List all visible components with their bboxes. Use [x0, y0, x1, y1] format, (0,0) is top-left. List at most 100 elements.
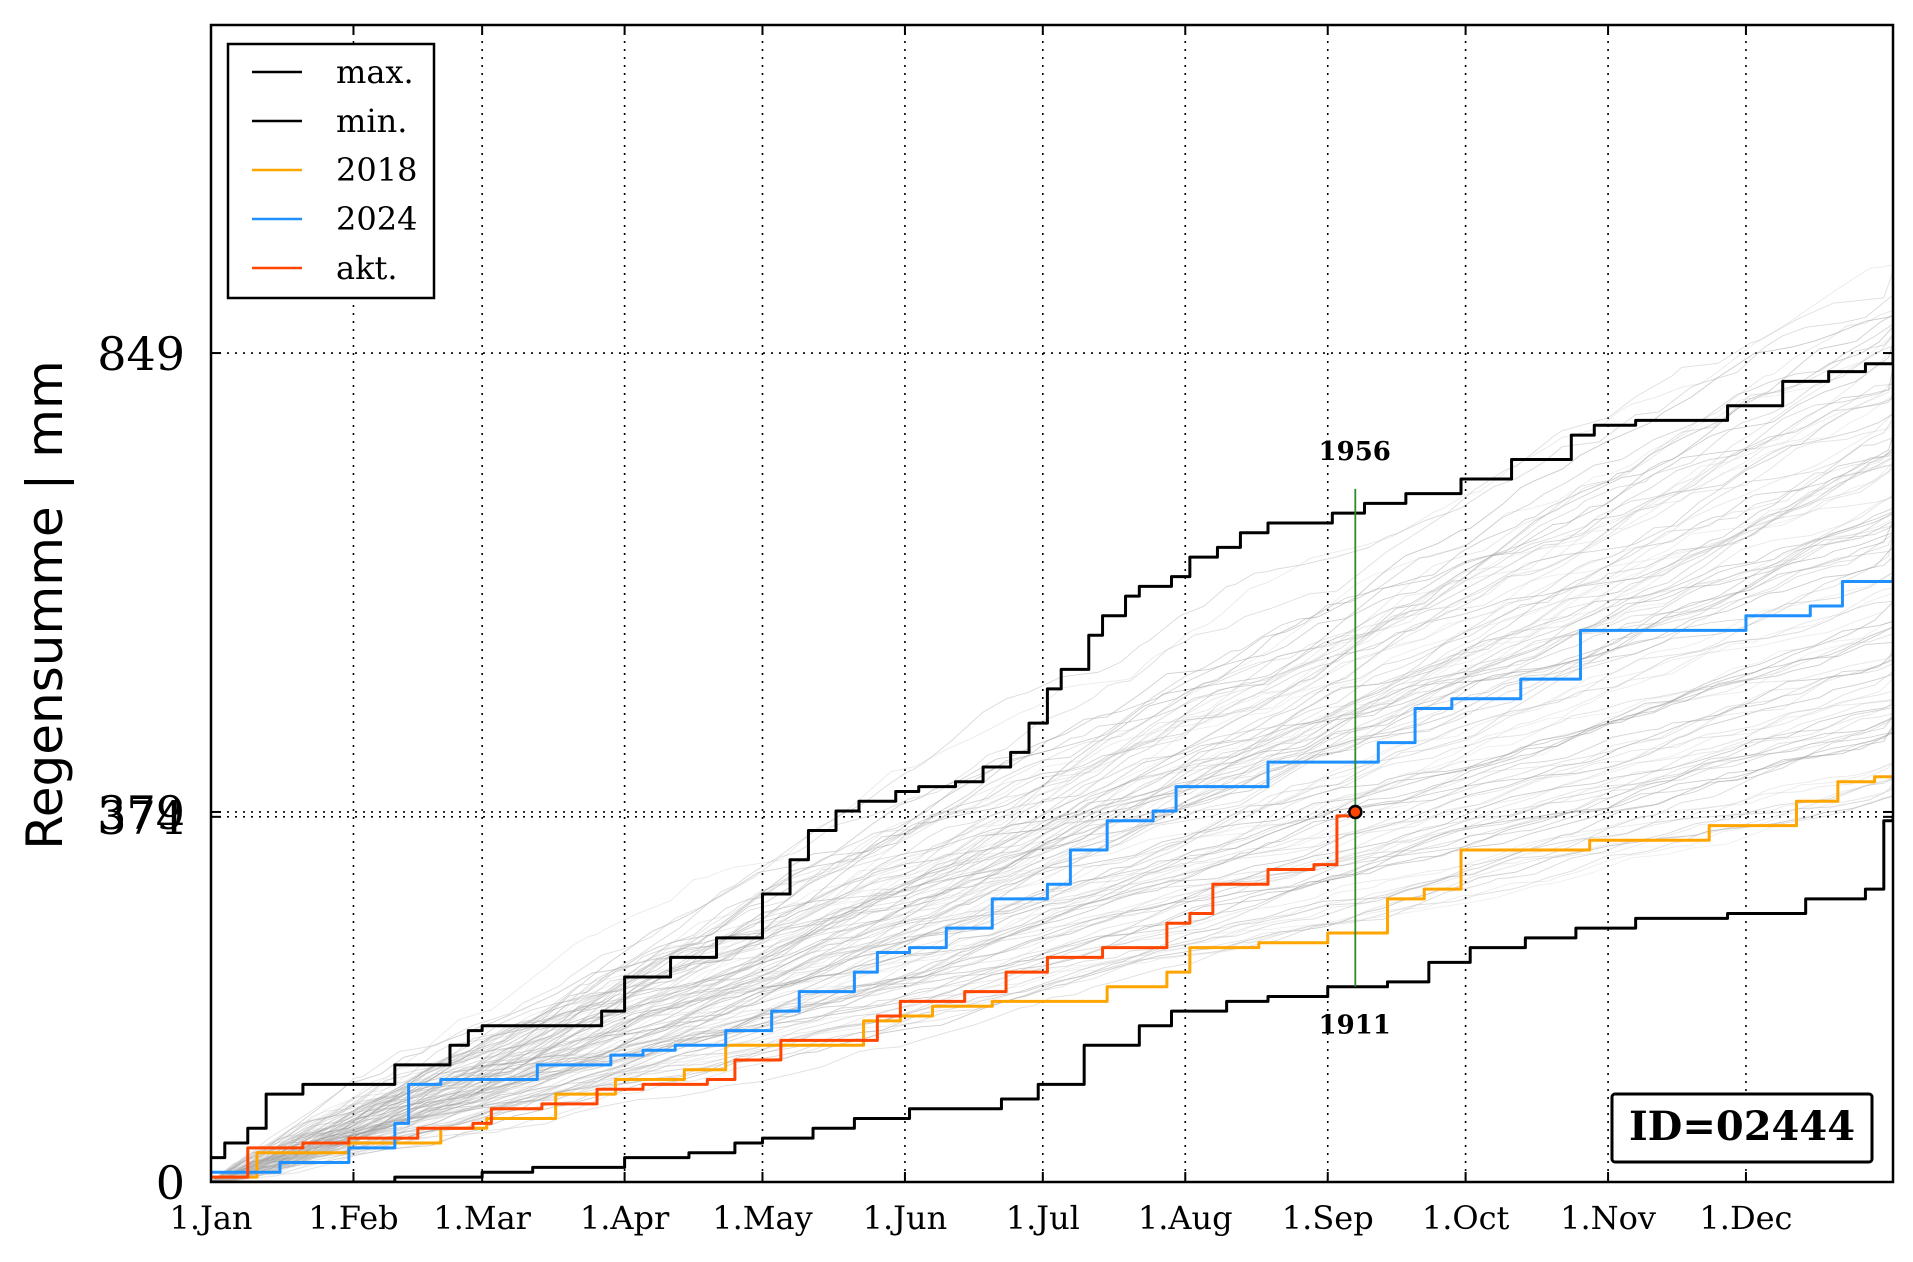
- historical-year-line: [211, 507, 1893, 1182]
- historical-year-line: [211, 378, 1893, 1182]
- historical-year-line: [211, 452, 1893, 1182]
- historical-year-line: [211, 621, 1893, 1182]
- historical-year-line: [211, 342, 1893, 1182]
- historical-years-lines: [211, 264, 1893, 1182]
- historical-year-line: [211, 513, 1893, 1182]
- historical-year-line: [211, 727, 1893, 1182]
- historical-year-line: [211, 323, 1893, 1182]
- historical-year-line: [211, 782, 1893, 1182]
- historical-year-line: [211, 652, 1893, 1182]
- y-tick-label: 849: [97, 327, 185, 381]
- historical-year-line: [211, 703, 1893, 1182]
- plot-frame: [209, 23, 1895, 1184]
- historical-year-line: [211, 335, 1893, 1182]
- historical-year-line: [211, 457, 1893, 1182]
- historical-year-line: [211, 435, 1893, 1182]
- x-tick-label: 1.Jan: [169, 1199, 252, 1237]
- historical-year-line: [211, 642, 1893, 1182]
- historical-year-line: [211, 367, 1893, 1182]
- historical-year-line: [211, 572, 1893, 1182]
- x-tick-label: 1.May: [712, 1199, 812, 1237]
- historical-year-line: [211, 571, 1893, 1182]
- historical-year-line: [211, 394, 1893, 1182]
- historical-year-line: [211, 690, 1893, 1182]
- historical-year-line: [211, 468, 1893, 1182]
- series-line-2024: [211, 576, 1893, 1174]
- historical-year-line: [211, 716, 1893, 1182]
- historical-year-line: [211, 644, 1893, 1182]
- y-tick-label: 0: [156, 1156, 185, 1210]
- historical-year-line: [211, 587, 1893, 1182]
- axis-ticks: [210, 25, 1893, 1183]
- historical-year-line: [211, 413, 1893, 1182]
- x-tick-label: 1.Oct: [1422, 1199, 1510, 1237]
- historical-year-line: [211, 380, 1893, 1182]
- historical-year-line: [211, 264, 1893, 1182]
- historical-year-line: [211, 494, 1893, 1182]
- historical-year-line: [211, 546, 1893, 1182]
- historical-year-line: [211, 556, 1893, 1182]
- grid: [211, 25, 1893, 1182]
- historical-year-line: [211, 663, 1893, 1182]
- id-box-frame: [1610, 1092, 1874, 1164]
- historical-year-line: [211, 659, 1893, 1182]
- x-tick-label: 1.Aug: [1138, 1199, 1233, 1237]
- historical-year-line: [211, 762, 1893, 1182]
- legend-label: min.: [336, 102, 407, 140]
- historical-year-line: [211, 413, 1893, 1182]
- legend-label: 2018: [336, 151, 417, 189]
- historical-year-line: [211, 796, 1893, 1182]
- historical-year-line: [211, 397, 1893, 1182]
- current-value-dot: [1348, 804, 1363, 820]
- historical-year-line: [211, 418, 1893, 1182]
- historical-year-line: [211, 335, 1893, 1182]
- historical-year-line: [211, 787, 1893, 1182]
- historical-year-line: [211, 496, 1893, 1182]
- x-tick-label: 1.Mar: [433, 1199, 531, 1237]
- historical-year-line: [211, 699, 1893, 1182]
- historical-year-line: [211, 626, 1893, 1182]
- historical-year-line: [211, 334, 1893, 1182]
- historical-year-line: [211, 315, 1893, 1182]
- min-year-annotation: 1911: [1319, 1011, 1391, 1041]
- historical-year-line: [211, 795, 1893, 1182]
- id-box-label: ID=02444: [1629, 1103, 1855, 1150]
- historical-year-line: [211, 520, 1893, 1182]
- x-tick-label: 1.Jun: [863, 1199, 948, 1237]
- historical-year-line: [211, 732, 1893, 1182]
- historical-year-line: [211, 711, 1893, 1182]
- historical-year-line: [211, 437, 1893, 1182]
- historical-year-line: [211, 706, 1893, 1182]
- historical-year-line: [211, 525, 1893, 1182]
- historical-year-line: [211, 525, 1893, 1182]
- historical-year-line: [211, 600, 1893, 1182]
- historical-year-line: [211, 451, 1893, 1182]
- y-tick-label: 379: [97, 786, 185, 840]
- current-day-marker: [1348, 488, 1363, 987]
- historical-year-line: [211, 511, 1893, 1182]
- historical-year-line: [211, 447, 1893, 1182]
- historical-year-line: [211, 779, 1893, 1182]
- historical-year-line: [211, 626, 1893, 1182]
- x-tick-label: 1.Dec: [1699, 1199, 1792, 1237]
- historical-year-line: [211, 497, 1893, 1182]
- historical-year-line: [211, 778, 1893, 1182]
- series-line-2018: [211, 774, 1893, 1179]
- x-tick-label: 1.Sep: [1282, 1199, 1374, 1237]
- historical-year-line: [211, 461, 1893, 1182]
- series-line-min: [211, 816, 1893, 1182]
- legend-label: max.: [336, 53, 414, 91]
- historical-year-line: [211, 534, 1893, 1182]
- historical-year-line: [211, 386, 1893, 1182]
- historical-year-line: [211, 517, 1893, 1182]
- historical-year-line: [211, 699, 1893, 1182]
- historical-year-line: [211, 455, 1893, 1182]
- x-tick-labels: 1.Jan 1.Feb 1.Mar 1.Apr 1.May 1.Jun 1.Jul 1.Aug…: [169, 1199, 1792, 1237]
- historical-year-line: [211, 601, 1893, 1182]
- historical-year-line: [211, 633, 1893, 1182]
- id-box: ID=02444: [1610, 1092, 1874, 1164]
- y-axis-label: Regensumme | mm: [16, 360, 74, 849]
- historical-year-line: [211, 349, 1893, 1182]
